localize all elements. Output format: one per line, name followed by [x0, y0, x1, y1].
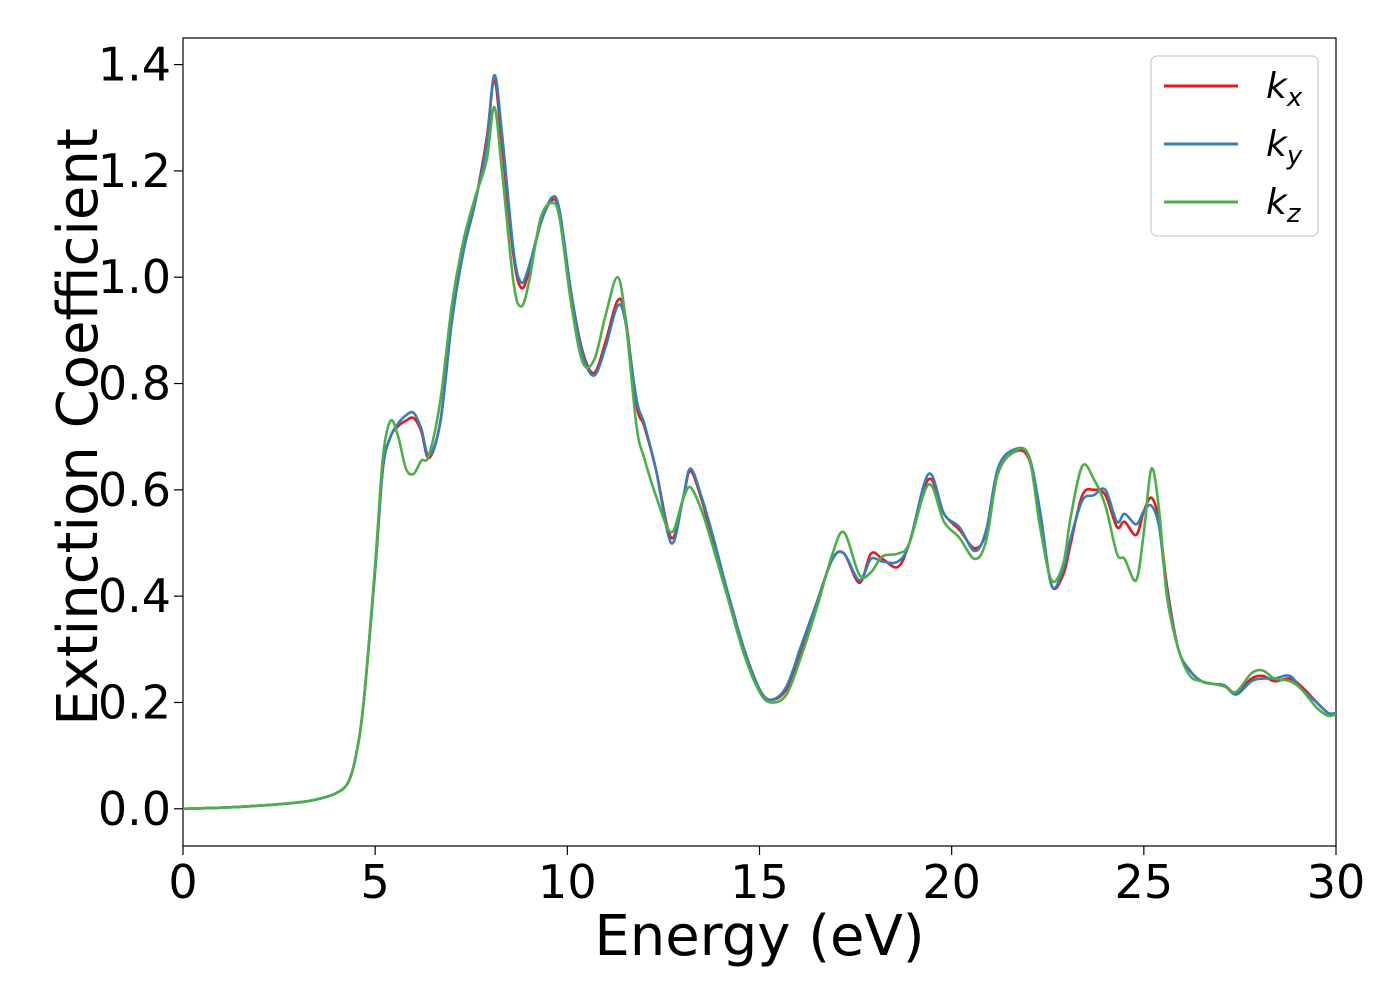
- plot-area: [182, 37, 1337, 847]
- legend-label-subscript: z: [1286, 199, 1302, 229]
- x-tick-label: 15: [730, 855, 789, 909]
- legend-label-main: k: [1266, 66, 1289, 107]
- x-tick-label: 0: [168, 855, 197, 909]
- x-axis-title: Energy (eV): [594, 904, 924, 969]
- x-axis: 0 5 10 15 20 25 30: [168, 846, 1365, 909]
- x-tick-label: 20: [922, 855, 981, 909]
- y-tick-label: 0.8: [98, 357, 171, 411]
- y-axis-title: Extinction Coefficient: [46, 128, 111, 726]
- x-tick-label: 10: [538, 855, 597, 909]
- y-axis: 0.0 0.2 0.4 0.6 0.8 1.0 1.2 1.4: [98, 38, 183, 836]
- y-tick-label: 1.2: [98, 144, 171, 198]
- x-tick-label: 25: [1115, 855, 1174, 909]
- series-layer: [183, 73, 1336, 811]
- legend-box: [1150, 55, 1319, 237]
- x-tick-label: 5: [361, 855, 390, 909]
- y-tick-label: 0.2: [98, 675, 171, 729]
- series-line-ky: [183, 73, 1336, 811]
- legend-label-main: k: [1266, 182, 1289, 223]
- x-tick-label: 30: [1307, 855, 1366, 909]
- y-tick-label: 1.4: [98, 38, 171, 92]
- legend-label-subscript: x: [1286, 83, 1303, 113]
- legend-label-ky: ky: [1266, 124, 1303, 171]
- legend-label-kz: kz: [1266, 182, 1302, 229]
- y-tick-label: 0.4: [98, 569, 171, 623]
- legend-label-main: k: [1266, 124, 1289, 165]
- plot-frame: [182, 37, 1337, 847]
- legend-label-subscript: y: [1286, 141, 1303, 171]
- series-line-kz: [183, 105, 1336, 811]
- legend-label-kx: kx: [1266, 66, 1303, 113]
- y-tick-label: 0.6: [98, 463, 171, 517]
- y-tick-label: 0.0: [98, 782, 171, 836]
- y-tick-label: 1.0: [98, 250, 171, 304]
